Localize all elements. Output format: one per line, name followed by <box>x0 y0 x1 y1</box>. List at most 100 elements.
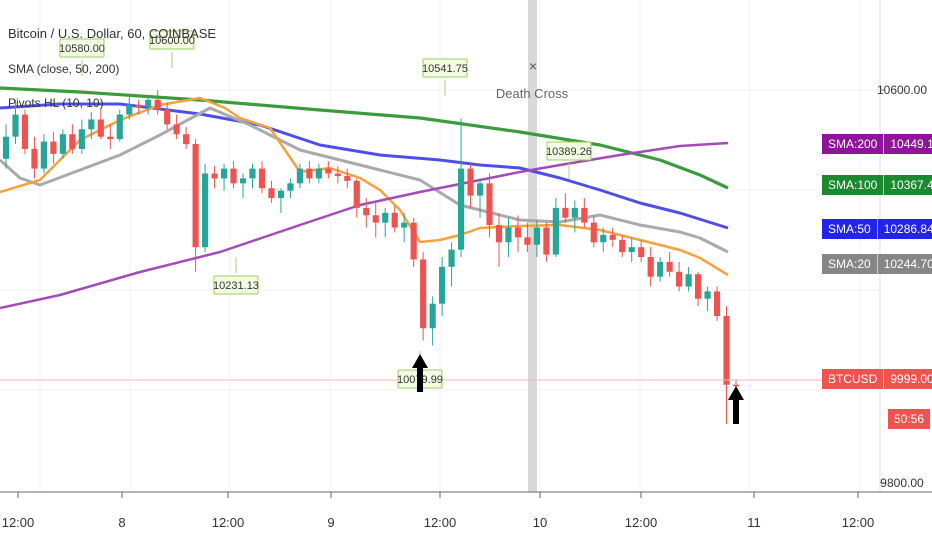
candle <box>220 163 228 191</box>
candle <box>296 163 303 189</box>
candle <box>543 222 550 262</box>
candle <box>609 227 616 248</box>
pivots-indicator-label[interactable]: Pivots HL (10, 10) <box>8 96 104 110</box>
candle <box>429 296 436 346</box>
candle-body <box>694 274 702 299</box>
x-tick-label: 9 <box>327 515 334 530</box>
candle <box>457 118 465 258</box>
candle <box>590 215 597 248</box>
ma-line-0 <box>0 86 729 190</box>
candle <box>116 109 123 142</box>
candle <box>287 178 294 199</box>
candle <box>363 198 370 228</box>
candle-body <box>619 239 626 253</box>
candle-body <box>628 247 635 253</box>
candle <box>420 252 427 341</box>
candle-body <box>524 237 531 245</box>
candle <box>372 202 379 238</box>
candle <box>439 257 446 316</box>
candle <box>239 173 247 199</box>
candle <box>59 129 66 159</box>
pivot-text: 10389.26 <box>546 146 592 158</box>
price-tag-btcusd: BTCUSD 9999.00 <box>822 369 932 389</box>
candle <box>628 237 635 262</box>
candle <box>495 212 503 267</box>
candle-body <box>220 168 228 179</box>
candle-body <box>429 303 436 329</box>
candle <box>268 180 275 203</box>
candle-body <box>732 384 740 387</box>
candle-body <box>647 257 654 277</box>
candle <box>306 161 313 184</box>
candle-body <box>173 124 180 135</box>
candle-body <box>704 291 711 299</box>
candle <box>230 161 237 189</box>
pivot-box <box>422 58 468 78</box>
pivot-label: 10231.13 <box>213 257 259 295</box>
pivot-text: 10231.13 <box>213 280 259 292</box>
candle-body <box>372 215 379 223</box>
candle <box>467 163 474 208</box>
moving-average-lines <box>0 86 729 310</box>
candle <box>135 99 142 115</box>
price-tag-sma-50: SMA:50 10286.84 <box>822 219 932 239</box>
pivot-labels: 10580.00 10600.00 10541.75 10389.26 10231.13… <box>59 30 592 389</box>
candle-body <box>296 168 303 184</box>
candle-body <box>78 129 85 149</box>
candle-body <box>325 168 332 174</box>
candle <box>391 205 398 233</box>
ma-line-4 <box>0 141 729 310</box>
tag-value: 10367.41 <box>883 175 932 195</box>
candle-body <box>533 227 540 245</box>
price-tag-sma-20: SMA:20 10244.70 <box>822 254 932 274</box>
candle-body <box>315 168 322 179</box>
candle <box>676 261 683 292</box>
candle <box>713 286 721 321</box>
candle <box>145 94 152 115</box>
candle-body <box>562 207 569 218</box>
candle <box>476 178 484 218</box>
candle-body <box>685 274 692 287</box>
candle-body <box>486 183 493 226</box>
candle <box>88 112 95 140</box>
candle-body <box>363 207 370 216</box>
sma-indicator-label[interactable]: SMA (close, 50, 200) <box>8 62 120 76</box>
candle <box>448 242 455 287</box>
candle <box>183 126 190 149</box>
x-tick-label: 11 <box>747 515 761 530</box>
y-axis: 10600.00 9800.00 <box>877 83 927 490</box>
candle-body <box>145 99 152 108</box>
candle-body <box>268 188 275 199</box>
candle-body <box>88 119 95 130</box>
tag-value: 10244.70 <box>876 254 932 274</box>
y-tick-label: 10600.00 <box>877 83 927 97</box>
candle-body <box>2 136 10 159</box>
candle-body <box>676 271 683 287</box>
tag-name: SMA:20 <box>828 257 871 271</box>
candle-body <box>382 212 389 223</box>
tag-value: 9999.00 <box>883 369 932 389</box>
candle <box>173 114 180 140</box>
x-tick-label: 12:00 <box>212 515 245 530</box>
candle <box>694 271 702 307</box>
candle <box>666 252 673 277</box>
candle-body <box>154 99 161 110</box>
candle-body <box>164 109 171 125</box>
candle-body <box>543 227 550 255</box>
candle <box>211 166 218 189</box>
candle <box>723 306 730 425</box>
candle-body <box>439 266 446 304</box>
candle <box>524 222 531 253</box>
candle-body <box>666 261 673 272</box>
candle-body <box>239 178 247 184</box>
candle-body <box>609 234 616 240</box>
candle <box>50 131 57 164</box>
countdown-badge: 50:56 <box>888 409 931 429</box>
candle <box>2 124 10 169</box>
candle <box>647 247 654 287</box>
candle <box>164 102 171 130</box>
candle <box>202 163 209 253</box>
candle-body <box>344 175 351 181</box>
pivot-box <box>59 38 105 58</box>
